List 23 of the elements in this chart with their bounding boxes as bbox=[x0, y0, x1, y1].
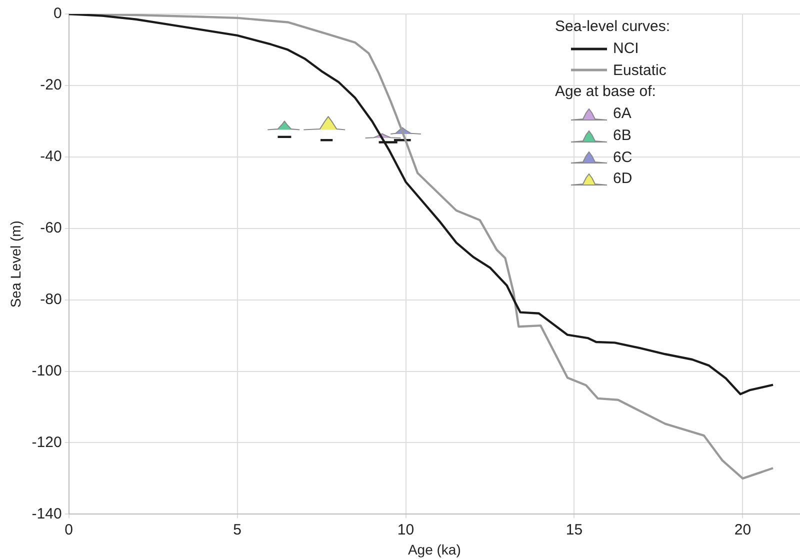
y-tick-label: -40 bbox=[40, 148, 62, 166]
y-tick-label: -60 bbox=[40, 220, 62, 237]
x-tick-label: 15 bbox=[566, 521, 583, 538]
legend-label: 6C bbox=[613, 148, 632, 168]
legend-label: Eustatic bbox=[613, 60, 666, 80]
y-tick-label: -120 bbox=[32, 434, 62, 451]
y-tick-label: -20 bbox=[40, 76, 62, 94]
x-tick-label: 10 bbox=[397, 521, 414, 538]
legend-label: NCI bbox=[613, 38, 639, 59]
y-tick-label: -140 bbox=[32, 505, 62, 522]
y-tick-label: -80 bbox=[40, 290, 62, 308]
x-axis-title: Age (ka) bbox=[408, 541, 461, 558]
y-tick-label: 0 bbox=[53, 5, 62, 22]
x-tick-label: 20 bbox=[734, 521, 752, 538]
x-tick-label: 0 bbox=[64, 521, 73, 538]
legend-label: 6A bbox=[613, 104, 632, 124]
x-tick-label: 5 bbox=[233, 521, 242, 538]
legend-label: 6B bbox=[613, 126, 632, 146]
y-tick-label: -100 bbox=[32, 362, 62, 380]
legend-title: Sea-level curves: bbox=[555, 17, 670, 37]
y-axis-title: Sea Level (m) bbox=[7, 220, 24, 308]
legend-label: 6D bbox=[613, 169, 632, 190]
annotation: Age at base of: bbox=[555, 82, 657, 102]
